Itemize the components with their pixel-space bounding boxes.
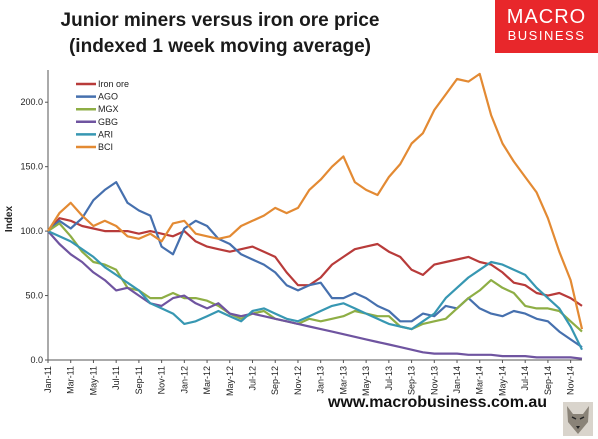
x-tick-label: Jul-13: [384, 366, 394, 391]
footer-url[interactable]: www.macrobusiness.com.au: [328, 394, 548, 411]
legend-label: MGX: [98, 104, 119, 114]
x-tick-label: Jul-11: [111, 366, 121, 390]
chart-series: [47, 72, 584, 360]
legend-label: Iron ore: [98, 79, 129, 89]
y-tick-label: 100.0: [20, 226, 43, 236]
x-tick-label: Sep-12: [270, 366, 280, 395]
x-tick-label: Jul-14: [520, 366, 530, 391]
x-tick-label: May-13: [361, 366, 371, 396]
chart-title: Junior miners versus iron ore price (ind…: [0, 8, 440, 60]
chart-axes: 0.0 50.0 100.0 150.0 200.0 Jan-11 Mar-11 May-11…: [20, 70, 582, 396]
x-tick-label: Jan-12: [179, 366, 189, 394]
x-tick-label: Nov-11: [157, 366, 167, 394]
chart-legend: Iron ore AGO MGX GBG ARI BCI: [76, 79, 129, 152]
series-line-iron-ore: [47, 217, 583, 307]
x-tick-label: Sep-11: [134, 366, 144, 394]
x-tick-label: Jul-12: [248, 366, 258, 391]
y-tick-label: 150.0: [20, 162, 43, 172]
series-line-ago: [47, 181, 583, 349]
x-tick-label: Nov-12: [293, 366, 303, 395]
y-axis-label: Index: [4, 206, 15, 233]
x-tick-label: Jan-11: [43, 366, 53, 393]
macrobusiness-logo: MACRO BUSINESS: [495, 0, 598, 53]
x-tick-label: Sep-13: [407, 366, 417, 395]
x-tick-label: May-11: [88, 366, 98, 395]
x-tick-label: May-12: [225, 366, 235, 396]
chart-title-line1: Junior miners versus iron ore price: [60, 10, 380, 31]
x-tick-label: Nov-14: [566, 366, 576, 395]
x-tick-label: Mar-12: [202, 366, 212, 395]
x-tick-label: Jan-13: [316, 366, 326, 394]
x-tick-label: Jan-14: [452, 366, 462, 394]
x-tick-label: Mar-11: [66, 366, 76, 394]
x-tick-label: May-14: [497, 366, 507, 396]
x-tick-label: Sep-14: [543, 366, 553, 395]
y-tick-label: 50.0: [25, 291, 43, 301]
y-tick-label: 0.0: [30, 355, 43, 365]
logo-line1: MACRO: [506, 6, 587, 28]
series-line-ari: [47, 230, 583, 351]
series-line-gbg: [47, 230, 583, 360]
series-line-bci: [47, 72, 584, 330]
x-tick-label: Mar-13: [338, 366, 348, 395]
y-tick-label: 200.0: [20, 97, 43, 107]
legend-label: GBG: [98, 117, 118, 127]
chart-title-line2: (indexed 1 week moving average): [68, 36, 371, 57]
legend-label: ARI: [98, 129, 113, 139]
legend-label: BCI: [98, 142, 113, 152]
legend-label: AGO: [98, 92, 118, 102]
logo-line2: BUSINESS: [507, 28, 586, 43]
x-tick-label: Nov-13: [429, 366, 439, 395]
x-tick-label: Mar-14: [475, 366, 485, 395]
wolf-mascot-icon: [563, 402, 593, 436]
